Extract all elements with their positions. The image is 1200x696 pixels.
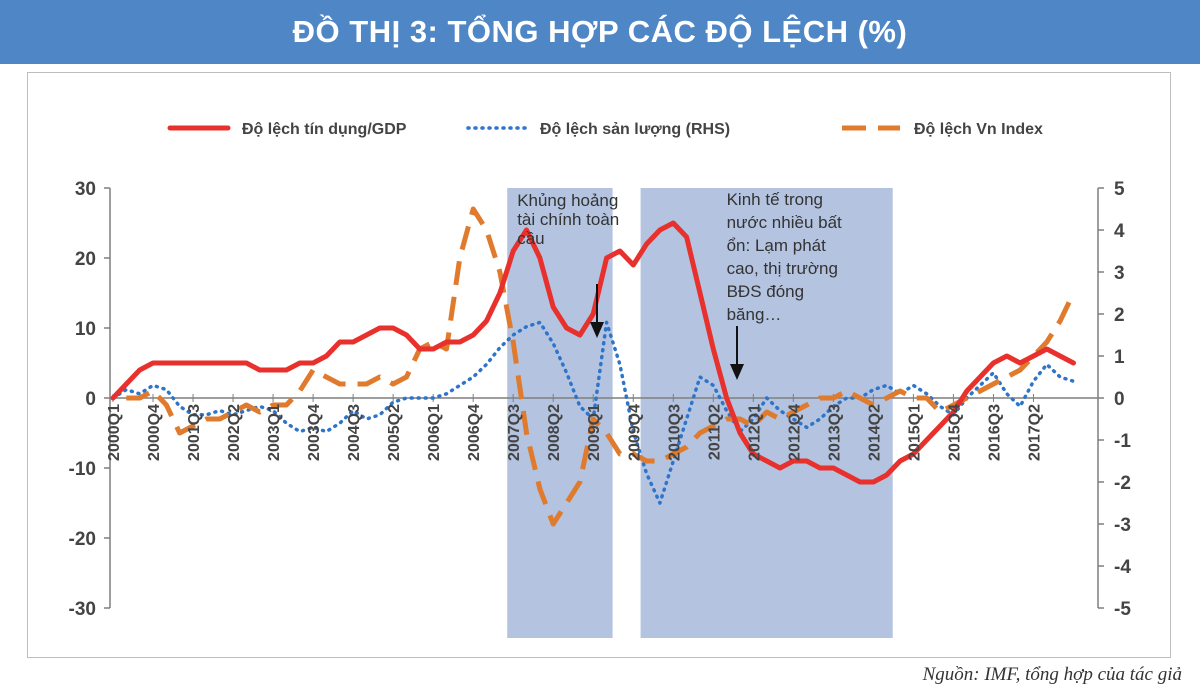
y-tick-label-left: -10 — [69, 459, 96, 480]
x-tick-label: 2005Q2 — [386, 404, 403, 461]
annotation-domestic-line: cao, thị trường — [727, 259, 838, 278]
legend-label-2: Độ lệch sản lượng (RHS) — [540, 121, 730, 138]
x-tick-label: 2002Q2 — [226, 404, 243, 461]
legend-label-3: Độ lệch Vn Index — [914, 121, 1043, 138]
y-tick-label-left: 30 — [75, 179, 96, 200]
x-tick-label: 2014Q2 — [866, 404, 883, 461]
x-tick-label: 2006Q4 — [466, 404, 483, 461]
x-tick-label: 2017Q2 — [1026, 404, 1043, 461]
arrow-head-2 — [730, 364, 744, 380]
x-tick-label: 2016Q3 — [986, 404, 1003, 461]
annotation-domestic-line: nước nhiều bất — [727, 213, 842, 232]
legend-label-1: Độ lệch tín dụng/GDP — [242, 121, 407, 138]
x-tick-label: 2009Q4 — [626, 404, 643, 461]
x-tick-label: 2012Q4 — [786, 404, 803, 461]
annotation-domestic-line: BĐS đóng — [727, 282, 805, 301]
series-line-3 — [126, 206, 1076, 527]
x-tick-label: 2011Q2 — [706, 404, 723, 460]
x-tick-label: 2004Q3 — [346, 404, 363, 461]
y-tick-label-right: 1 — [1114, 347, 1125, 368]
y-tick-label-left: 10 — [75, 319, 96, 340]
y-tick-label-right: 2 — [1114, 305, 1125, 326]
y-tick-label-left: 0 — [85, 389, 96, 410]
arrow-head-1 — [590, 322, 604, 338]
y-tick-label-left: -30 — [69, 599, 96, 620]
annotation-crisis-line: cầu — [517, 229, 544, 248]
x-tick-label: 2008Q2 — [546, 404, 563, 461]
source-note: Nguồn: IMF, tổng hợp của tác giả — [922, 664, 1182, 685]
x-tick-label: 2012Q1 — [746, 404, 763, 461]
x-tick-label: 2000Q4 — [146, 404, 163, 461]
y-tick-label-right: -1 — [1114, 431, 1131, 452]
x-tick-label: 2013Q3 — [826, 404, 843, 461]
x-tick-label: 2006Q1 — [426, 404, 443, 461]
x-tick-label: 2015Q1 — [906, 404, 923, 461]
series-line-1 — [110, 220, 1076, 485]
x-tick-label: 2015Q4 — [946, 404, 963, 461]
y-tick-label-right: 0 — [1114, 389, 1125, 410]
annotation-domestic-line: băng… — [727, 305, 782, 324]
annotation-crisis-line: Khủng hoảng — [517, 191, 618, 210]
legend: Độ lệch tín dụng/GDP Độ lệch sản lượng (R… — [167, 121, 1043, 138]
x-tick-label: 2009Q1 — [586, 404, 603, 461]
chart-title: ĐỒ THỊ 3: TỔNG HỢP CÁC ĐỘ LỆCH (%) — [292, 14, 908, 49]
annotation-crisis-line: tài chính toàn — [517, 210, 619, 229]
series-lines — [110, 206, 1076, 527]
y-tick-label-right: -5 — [1114, 599, 1131, 620]
x-tick-label: 2001Q3 — [186, 404, 203, 461]
x-tick-label: 2007Q3 — [506, 404, 523, 461]
x-tick-labels: 2000Q1 2000Q4 2001Q3 2002Q2 2003Q1 2003Q4 2004… — [106, 404, 1043, 461]
title-bar — [0, 0, 1200, 64]
x-tick-label: 2003Q4 — [306, 404, 323, 461]
annotation-domestic-line: Kinh tế trong — [727, 190, 823, 209]
y-tick-label-left: 20 — [75, 249, 96, 270]
x-tick-label: 2000Q1 — [106, 404, 123, 461]
x-tick-label: 2010Q3 — [666, 404, 683, 461]
x-tick-label: 2003Q1 — [266, 404, 283, 461]
y-tick-label-right: -3 — [1114, 515, 1131, 536]
y-tick-label-right: 5 — [1114, 179, 1125, 200]
y-tick-label-right: 4 — [1114, 221, 1125, 242]
y-tick-label-right: -4 — [1114, 557, 1131, 578]
y-tick-label-right: -2 — [1114, 473, 1131, 494]
y-tick-label-left: -20 — [69, 529, 96, 550]
annotation-domestic-line: ổn: Lạm phát — [727, 236, 827, 255]
y-tick-label-right: 3 — [1114, 263, 1125, 284]
